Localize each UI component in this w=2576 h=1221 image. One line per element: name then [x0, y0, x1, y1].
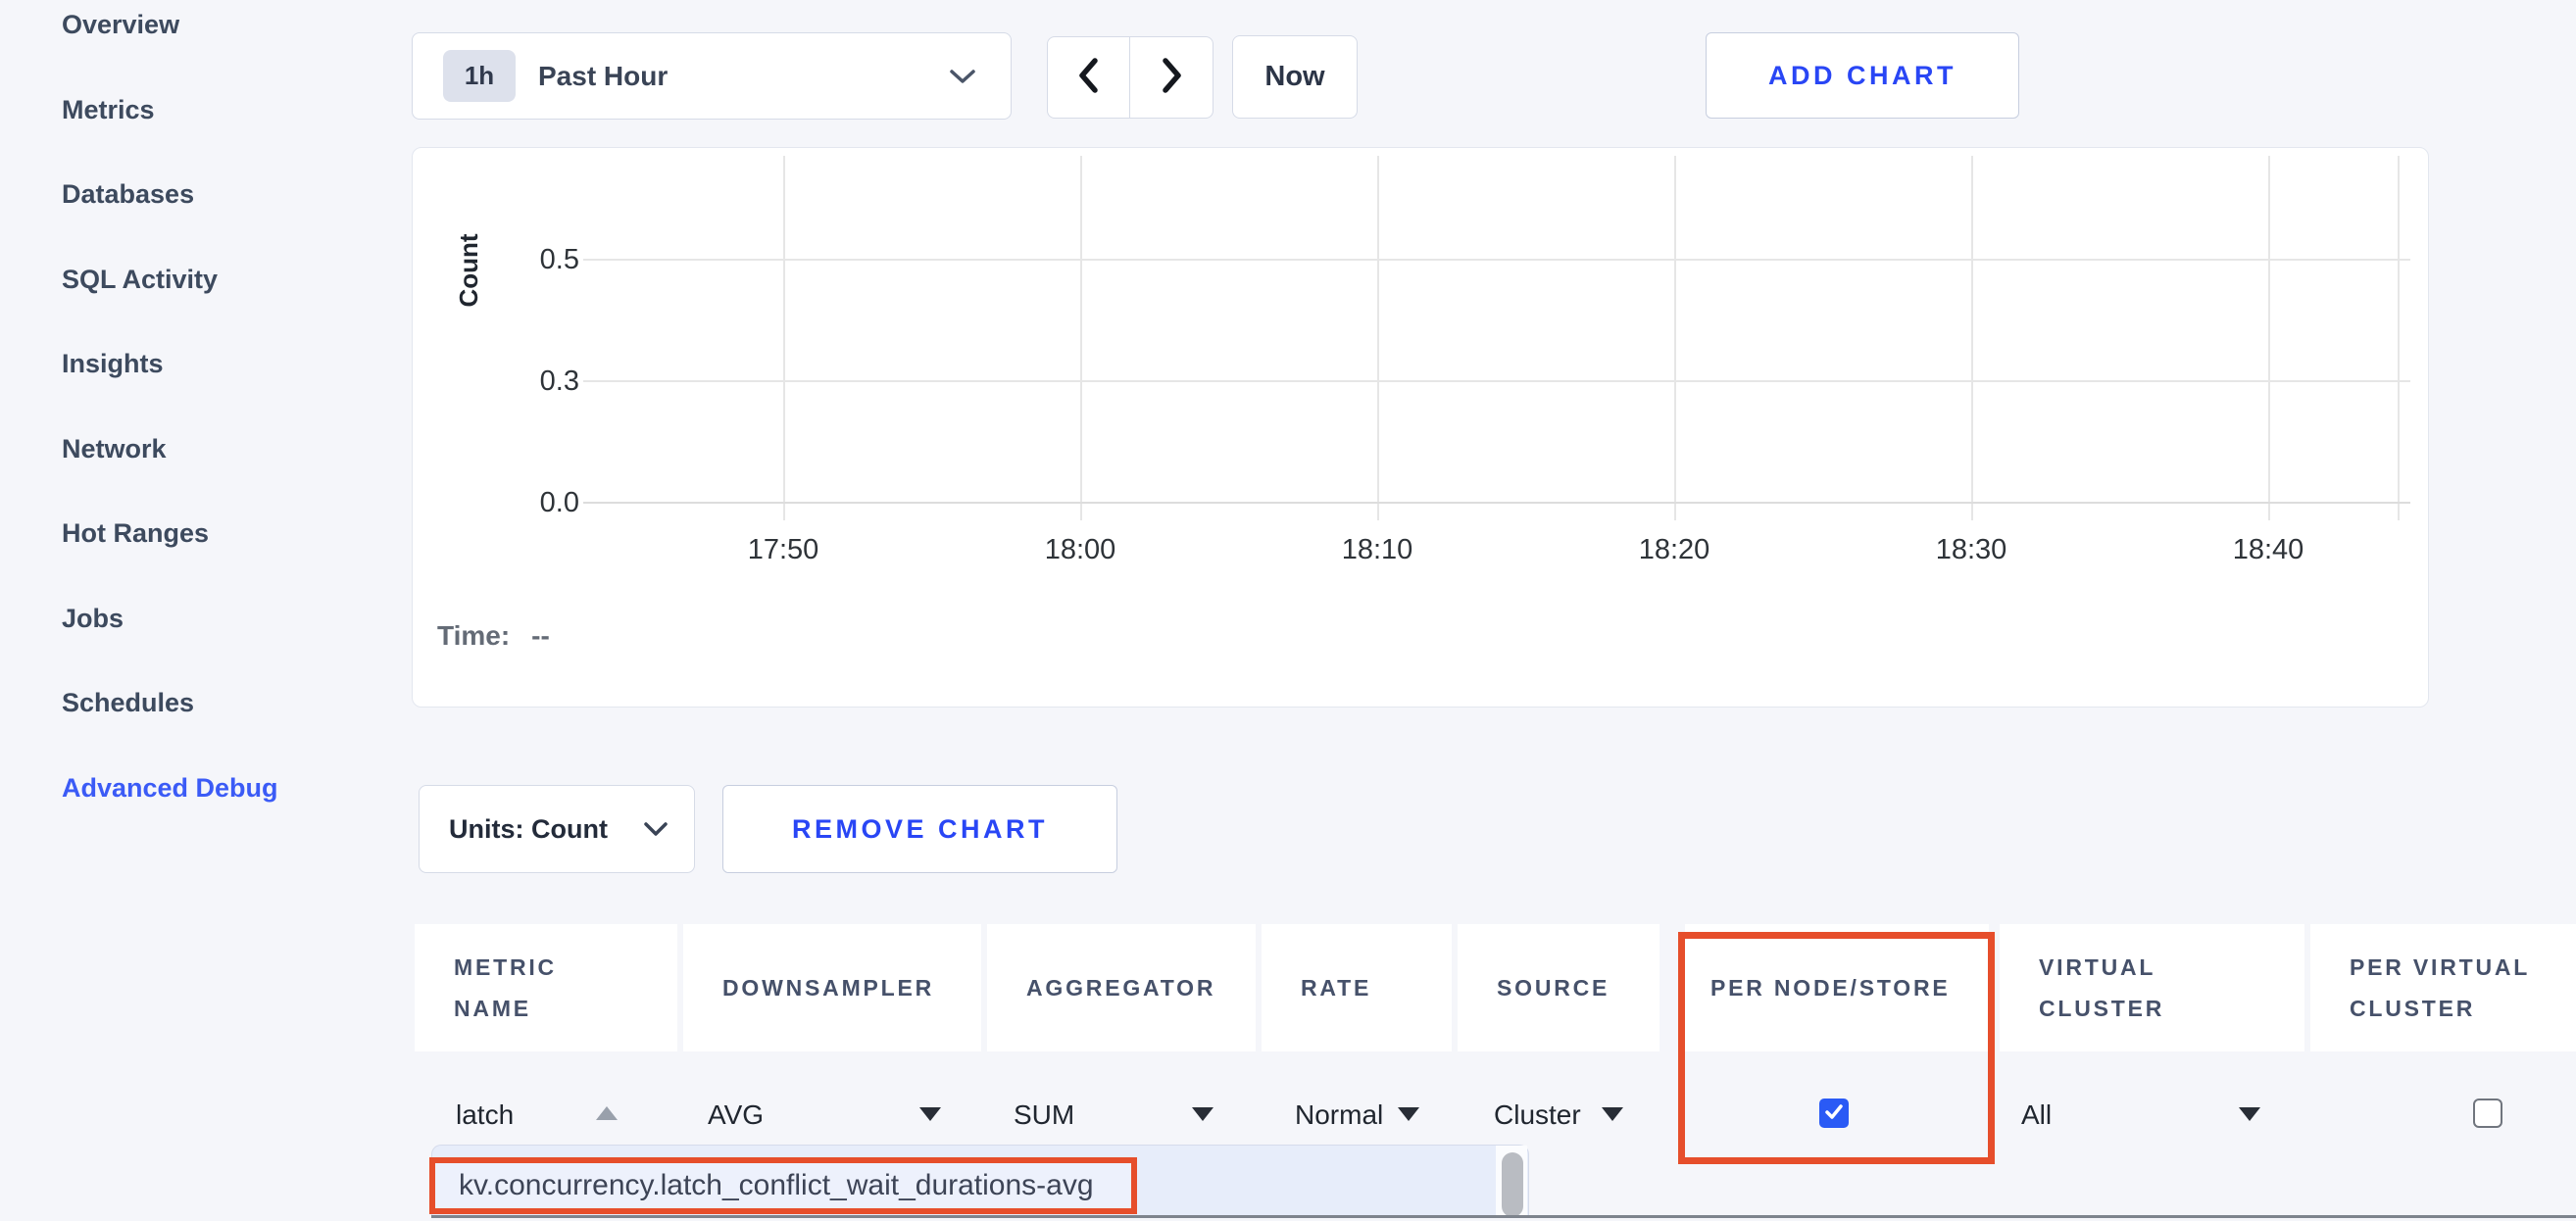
chart-card: Count 0.5 0.3 0.0 17:50 18:00 18:10 18:2… — [412, 147, 2429, 708]
column-header-per-node-store: PER NODE/STORE — [1685, 924, 1989, 1051]
hover-time-readout: Time: -- — [437, 620, 550, 652]
x-tick-2: 18:10 — [1341, 534, 1413, 565]
y-tick-0: 0.5 — [539, 244, 579, 275]
metric-suggestion-text: kv.concurrency.latch_conflict_wait_durat… — [459, 1169, 1094, 1201]
chart-plot-area[interactable] — [583, 156, 2410, 520]
per-node-store-checkbox[interactable] — [1819, 1099, 1849, 1128]
column-header-aggregator: AGGREGATOR — [987, 924, 1256, 1051]
checkmark-icon — [1822, 1099, 1846, 1128]
column-header-rate: RATE — [1262, 924, 1452, 1051]
chevron-down-icon — [643, 820, 669, 838]
caret-down-icon — [1192, 1107, 1214, 1121]
downsampler-select[interactable]: AVG — [708, 1099, 765, 1130]
time-range-label: Past Hour — [538, 60, 669, 91]
time-range-badge: 1h — [443, 50, 516, 102]
column-header-downsampler: DOWNSAMPLER — [683, 924, 981, 1051]
sidebar-item-metrics[interactable]: Metrics — [62, 94, 155, 124]
time-step-buttons — [1047, 36, 1214, 119]
time-readout-value: -- — [531, 620, 550, 651]
y-tick-1: 0.3 — [539, 366, 579, 397]
units-dropdown-label: Units: Count — [449, 813, 608, 844]
per-virtual-cluster-checkbox[interactable] — [2473, 1099, 2502, 1128]
x-tick-3: 18:20 — [1638, 534, 1710, 565]
sidebar-item-overview[interactable]: Overview — [62, 10, 180, 39]
chevron-down-icon — [948, 67, 977, 86]
sidebar-item-hot-ranges[interactable]: Hot Ranges — [62, 518, 210, 548]
next-timespan-button[interactable] — [1130, 36, 1214, 119]
source-select[interactable]: Cluster — [1494, 1099, 1581, 1130]
x-tick-1: 18:00 — [1044, 534, 1116, 565]
sidebar-item-jobs[interactable]: Jobs — [62, 603, 124, 633]
column-header-per-virtual-cluster: PER VIRTUAL CLUSTER — [2310, 924, 2576, 1051]
column-header-virtual-cluster: VIRTUAL CLUSTER — [2000, 924, 2304, 1051]
sidebar-item-network[interactable]: Network — [62, 433, 167, 464]
add-chart-button[interactable]: ADD CHART — [1706, 32, 2019, 119]
units-dropdown[interactable]: Units: Count — [419, 785, 695, 873]
now-button[interactable]: Now — [1232, 35, 1358, 119]
previous-timespan-button[interactable] — [1047, 36, 1130, 119]
sidebar-item-schedules[interactable]: Schedules — [62, 688, 195, 717]
time-range-selector[interactable]: 1h Past Hour — [412, 32, 1012, 120]
remove-chart-button[interactable]: REMOVE CHART — [722, 785, 1117, 873]
caret-down-icon — [2239, 1107, 2260, 1121]
caret-down-icon — [1398, 1107, 1419, 1121]
suggestions-scrollbar-thumb[interactable] — [1502, 1152, 1523, 1217]
column-header-source: SOURCE — [1458, 924, 1660, 1051]
aggregator-select[interactable]: SUM — [1014, 1099, 1075, 1130]
caret-up-icon — [596, 1106, 618, 1120]
x-tick-4: 18:30 — [1935, 534, 2007, 565]
caret-down-icon — [1602, 1107, 1623, 1121]
caret-down-icon — [919, 1107, 941, 1121]
time-readout-label: Time: — [437, 620, 511, 651]
sidebar-item-advanced-debug[interactable]: Advanced Debug — [62, 772, 278, 803]
chart-y-axis-label: Count — [454, 233, 483, 308]
sidebar-item-insights[interactable]: Insights — [62, 349, 164, 378]
sidebar-item-databases[interactable]: Databases — [62, 179, 195, 209]
chevron-left-icon — [1073, 54, 1105, 102]
column-header-metric-name: METRIC NAME — [415, 924, 677, 1051]
x-tick-0: 17:50 — [747, 534, 819, 565]
panel-bottom-divider — [431, 1215, 2576, 1218]
x-tick-5: 18:40 — [2232, 534, 2304, 565]
chevron-right-icon — [1156, 54, 1187, 102]
sidebar-nav: Overview Metrics Databases SQL Activity … — [62, 8, 278, 805]
virtual-cluster-select[interactable]: All — [2021, 1099, 2053, 1130]
metric-suggestion-item[interactable]: kv.concurrency.latch_conflict_wait_durat… — [429, 1157, 1137, 1214]
rate-select[interactable]: Normal — [1295, 1099, 1384, 1130]
metric-name-input[interactable]: latch — [456, 1099, 515, 1130]
y-tick-2: 0.0 — [539, 487, 579, 518]
sidebar-item-sql-activity[interactable]: SQL Activity — [62, 264, 219, 294]
